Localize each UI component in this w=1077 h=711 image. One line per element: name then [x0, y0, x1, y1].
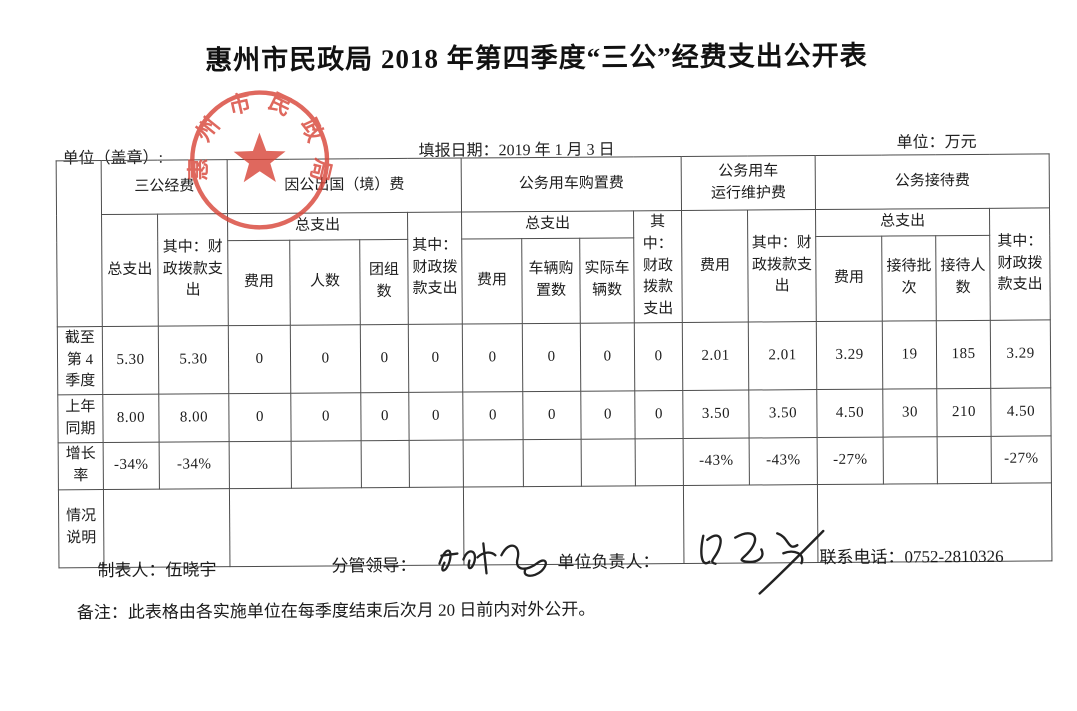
row-label-cell: 截至第 4 季度 [57, 326, 103, 395]
data-cell: 4.50 [990, 387, 1052, 437]
data-cell: -34% [103, 442, 160, 490]
data-cell [937, 436, 992, 484]
table-row-prior-year: 上年同期 8.00 8.00 0 0 0 0 0 0 0 0 3.50 3.50… [57, 387, 1052, 443]
data-cell: 0 [408, 323, 463, 393]
data-cell [581, 438, 636, 486]
header-cell-sangong-total: 总支出 [101, 214, 159, 327]
header-cell-vehicles-actual: 实际车辆数 [579, 238, 635, 323]
row-label-cell: 增长率 [58, 442, 104, 490]
data-cell: 8.00 [158, 393, 230, 443]
data-cell [635, 438, 684, 486]
data-cell: -27% [991, 435, 1052, 483]
header-cell-abroad-people: 人数 [289, 240, 361, 325]
data-cell [291, 440, 362, 488]
group-header-vehicle-maintenance: 公务用车 运行维护费 [681, 155, 816, 211]
table-row-current-quarter: 截至第 4 季度 5.30 5.30 0 0 0 0 0 0 0 0 2.01 … [57, 319, 1051, 395]
data-cell: -34% [159, 441, 230, 489]
data-cell: 0 [634, 390, 684, 439]
data-cell: -27% [817, 437, 884, 485]
supervisor-label: 分管领导： [331, 555, 417, 576]
data-cell: 0 [462, 323, 523, 393]
data-cell: -43% [749, 437, 818, 485]
group-header-abroad: 因公出国（境）费 [227, 158, 462, 214]
data-cell: 5.30 [102, 325, 159, 395]
data-cell: 5.30 [158, 325, 229, 395]
data-cell: 210 [936, 388, 992, 437]
data-cell: 0 [580, 390, 636, 440]
data-cell: 0 [522, 391, 582, 440]
page-title: 惠州市民政局 2018 年第四季度“三公”经费支出公开表 [205, 40, 868, 76]
data-cell: -43% [683, 438, 750, 485]
header-cell-maintenance-cost: 费用 [681, 210, 749, 323]
data-cell: 3.29 [990, 319, 1051, 389]
header-cell-reception-total: 总支出 [815, 208, 990, 237]
table-row-growth-rate: 增长率 -34% -34% -43% -43% -27% -27% [58, 435, 1052, 490]
header-cell-abroad-fiscal: 其中：财政拨款支出 [407, 212, 463, 325]
header-cell-purchase-cost: 费用 [461, 239, 523, 324]
header-cell-reception-cost: 费用 [815, 236, 883, 322]
data-cell: 0 [360, 392, 410, 441]
data-cell: 30 [882, 388, 938, 438]
data-cell: 0 [228, 324, 291, 394]
data-cell: 3.50 [748, 389, 818, 439]
group-header-vehicle-purchase: 公务用车购置费 [461, 156, 682, 213]
group-header-sangong: 三公经费 [101, 159, 228, 215]
header-cell-reception-people: 接待人数 [935, 235, 991, 321]
expense-table: 三公经费 因公出国（境）费 公务用车购置费 公务用车 运行维护费 公务接待费 总… [56, 153, 1053, 568]
notes-cell [683, 484, 819, 563]
data-cell [463, 439, 524, 487]
data-cell: 3.50 [682, 390, 750, 439]
header-cell-abroad-delegations: 团组数 [359, 239, 409, 325]
data-cell: 0 [580, 322, 635, 392]
data-cell [409, 440, 464, 487]
data-cell [229, 441, 292, 489]
data-cell [883, 436, 938, 484]
data-cell [523, 439, 582, 487]
data-cell: 3.29 [816, 320, 883, 390]
header-cell-reception-batches: 接待批次 [881, 236, 937, 321]
data-cell: 0 [634, 322, 683, 391]
head-label: 单位负责人： [557, 552, 660, 572]
row-label-cell: 上年同期 [57, 394, 104, 443]
unit-of-measure-label: 单位：万元 [896, 133, 977, 152]
data-cell: 0 [360, 324, 409, 393]
header-cell-purchase-total: 总支出 [461, 210, 634, 240]
header-cell-maintenance-fiscal: 其中：财政拨款支出 [747, 209, 817, 322]
data-cell: 4.50 [816, 389, 884, 438]
header-cell-purchase-fiscal: 其中：财政拨款支出 [633, 210, 683, 323]
header-cell-abroad-cost: 费用 [227, 240, 291, 326]
data-cell: 2.01 [682, 321, 749, 391]
corner-cell [56, 160, 103, 327]
data-cell: 2.01 [748, 321, 817, 391]
preparer-name: 制表人：伍晓宇 [97, 560, 217, 581]
data-cell: 0 [290, 392, 362, 442]
header-cell-abroad-total: 总支出 [227, 212, 408, 242]
remarks-note: 备注：此表格由各实施单位在每季度结束后次月 20 日前内对外公开。 [76, 599, 596, 623]
group-header-reception: 公务接待费 [815, 153, 1050, 210]
data-cell: 0 [228, 393, 292, 442]
header-cell-reception-fiscal: 其中：财政拨款支出 [989, 207, 1051, 321]
header-cell-sangong-fiscal: 其中：财政拨款支出 [157, 213, 229, 326]
data-cell: 185 [936, 320, 991, 389]
data-cell: 19 [882, 320, 937, 390]
data-cell: 8.00 [102, 394, 160, 443]
header-cell-vehicles-purchased: 车辆购置数 [521, 238, 581, 324]
table-group-header-row: 三公经费 因公出国（境）费 公务用车购置费 公务用车 运行维护费 公务接待费 [56, 153, 1050, 327]
data-cell: 0 [522, 322, 581, 392]
contact-phone: 联系电话：0752-2810326 [819, 546, 1004, 568]
data-cell: 0 [462, 391, 524, 441]
data-cell: 0 [290, 324, 361, 394]
data-cell: 0 [408, 392, 464, 441]
data-cell [361, 440, 410, 488]
